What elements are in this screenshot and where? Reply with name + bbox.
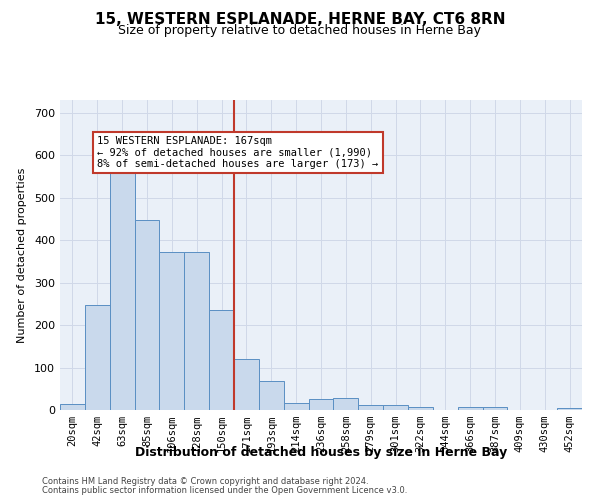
Text: Distribution of detached houses by size in Herne Bay: Distribution of detached houses by size …: [135, 446, 507, 459]
Bar: [383, 406, 408, 410]
Bar: [110, 162, 134, 410]
Text: Size of property relative to detached houses in Herne Bay: Size of property relative to detached ho…: [119, 24, 482, 37]
Bar: [557, 408, 582, 410]
Bar: [408, 408, 433, 410]
Bar: [482, 408, 508, 410]
Text: Contains HM Land Registry data © Crown copyright and database right 2024.: Contains HM Land Registry data © Crown c…: [42, 477, 368, 486]
Bar: [134, 220, 160, 410]
Bar: [334, 398, 358, 410]
Bar: [259, 381, 284, 410]
Bar: [358, 406, 383, 410]
Bar: [308, 398, 334, 410]
Bar: [85, 304, 110, 410]
Bar: [60, 404, 85, 410]
Bar: [160, 252, 184, 410]
Bar: [184, 252, 209, 410]
Bar: [284, 403, 308, 410]
Bar: [458, 406, 482, 410]
Y-axis label: Number of detached properties: Number of detached properties: [17, 168, 27, 342]
Text: 15, WESTERN ESPLANADE, HERNE BAY, CT6 8RN: 15, WESTERN ESPLANADE, HERNE BAY, CT6 8R…: [95, 12, 505, 28]
Text: 15 WESTERN ESPLANADE: 167sqm
← 92% of detached houses are smaller (1,990)
8% of : 15 WESTERN ESPLANADE: 167sqm ← 92% of de…: [97, 136, 379, 170]
Bar: [209, 310, 234, 410]
Text: Contains public sector information licensed under the Open Government Licence v3: Contains public sector information licen…: [42, 486, 407, 495]
Bar: [234, 359, 259, 410]
